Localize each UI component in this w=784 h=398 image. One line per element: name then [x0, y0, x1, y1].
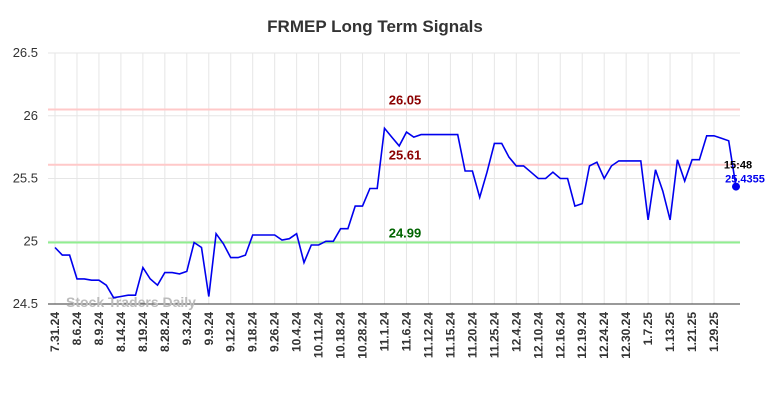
y-tick-label: 25 — [24, 233, 38, 248]
signal-label: 24.99 — [389, 226, 422, 241]
chart-title: FRMEP Long Term Signals — [267, 17, 483, 36]
y-tick-label: 24.5 — [13, 296, 38, 311]
x-tick-label: 8.28.24 — [158, 312, 172, 352]
x-tick-label: 9.12.24 — [224, 312, 238, 352]
x-tick-label: 12.30.24 — [619, 312, 633, 359]
x-tick-label: 9.26.24 — [268, 312, 282, 352]
y-tick-label: 26 — [24, 108, 38, 123]
x-tick-label: 8.14.24 — [114, 312, 128, 352]
x-tick-label: 9.3.24 — [180, 312, 194, 346]
x-tick-label: 11.15.24 — [443, 312, 457, 358]
x-tick-label: 12.24.24 — [597, 312, 611, 359]
x-tick-label: 9.9.24 — [202, 312, 216, 346]
x-tick-label: 11.6.24 — [399, 312, 413, 352]
x-tick-label: 1.21.25 — [685, 312, 699, 352]
x-tick-label: 12.10.24 — [531, 312, 545, 359]
x-tick-label: 12.16.24 — [553, 312, 567, 359]
last-time: 15:48 — [724, 160, 752, 172]
signal-label: 26.05 — [389, 92, 422, 107]
x-tick-label: 9.18.24 — [246, 312, 260, 352]
x-tick-label: 1.7.25 — [641, 312, 655, 346]
x-tick-label: 8.6.24 — [70, 312, 84, 346]
x-tick-label: 11.20.24 — [465, 312, 479, 358]
last-value: 25.4355 — [725, 174, 765, 186]
y-tick-label: 25.5 — [13, 171, 38, 186]
watermark: Stock Traders Daily — [66, 294, 196, 310]
x-tick-label: 11.12.24 — [421, 312, 435, 358]
x-tick-label: 11.1.24 — [378, 312, 392, 352]
y-tick-label: 26.5 — [13, 45, 38, 60]
x-tick-label: 8.19.24 — [136, 312, 150, 352]
x-tick-label: 10.28.24 — [356, 312, 370, 359]
price-line — [54, 126, 737, 299]
x-tick-label: 12.19.24 — [575, 312, 589, 359]
x-tick-label: 10.18.24 — [334, 312, 348, 359]
x-tick-label: 8.9.24 — [92, 312, 106, 346]
x-tick-label: 1.29.25 — [707, 312, 721, 352]
signal-label: 25.61 — [389, 148, 422, 163]
x-tick-label: 11.25.24 — [487, 312, 501, 358]
last-point — [732, 182, 740, 191]
x-tick-label: 1.13.25 — [663, 312, 677, 352]
x-tick-label: 7.31.24 — [48, 312, 62, 352]
x-tick-label: 10.11.24 — [312, 312, 326, 358]
x-tick-label: 10.4.24 — [290, 312, 304, 352]
x-tick-label: 12.4.24 — [509, 312, 523, 352]
